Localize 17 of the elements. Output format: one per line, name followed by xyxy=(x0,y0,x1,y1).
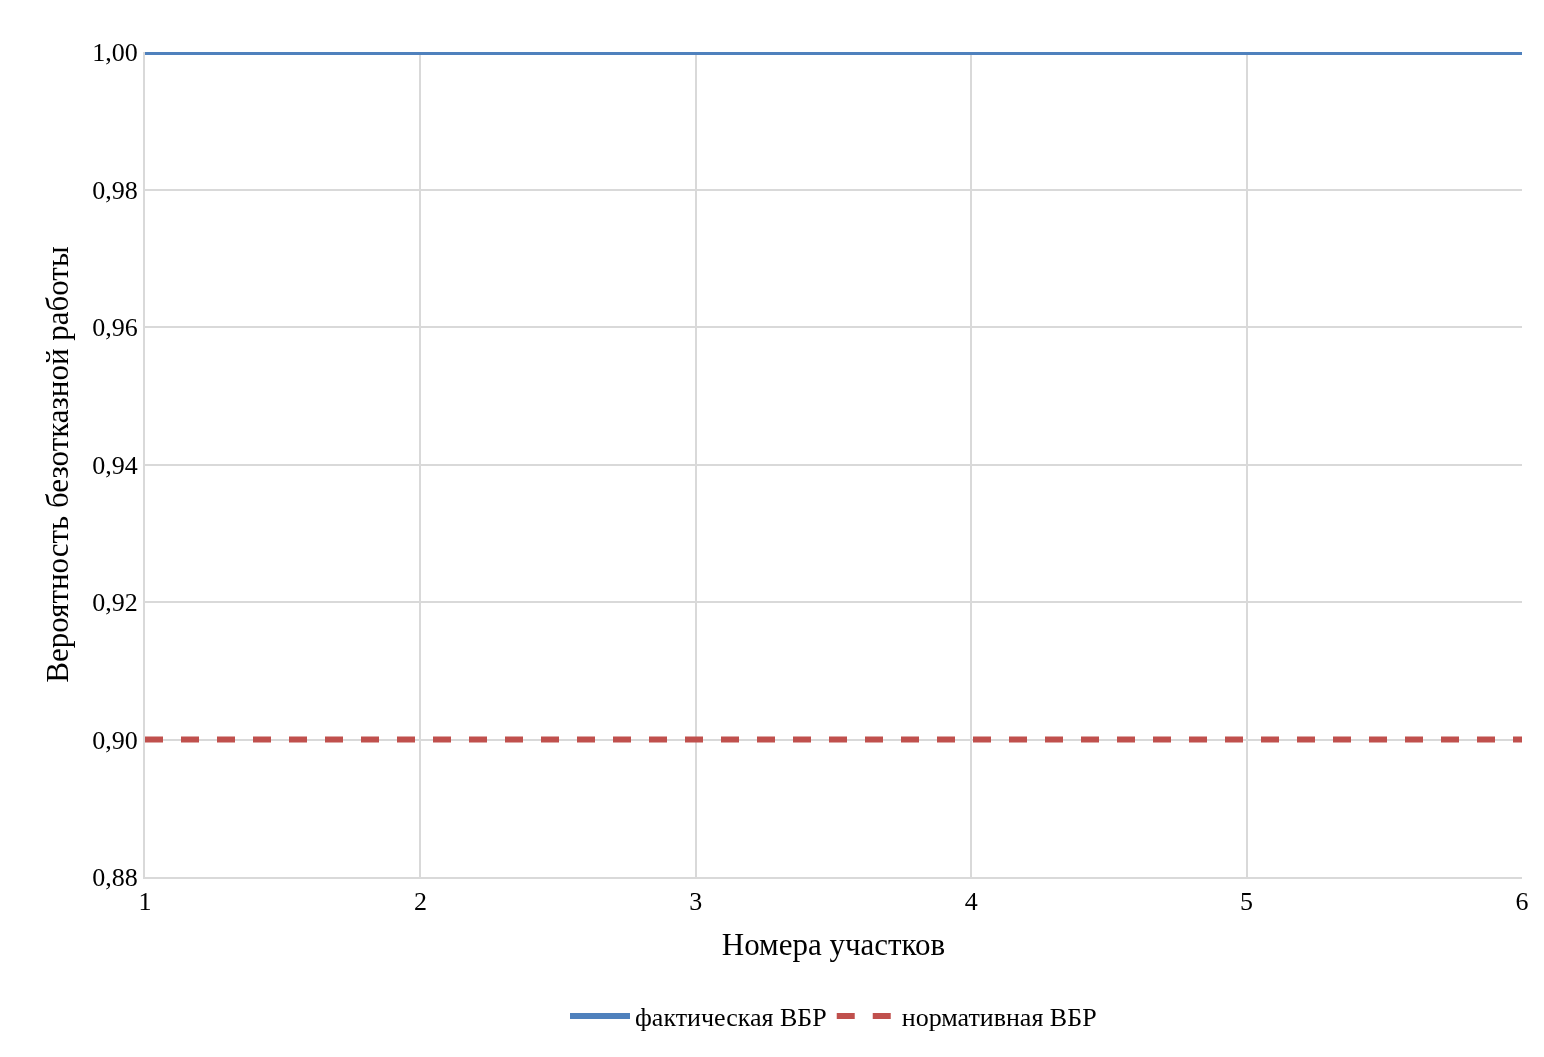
y-tick-label: 0,90 xyxy=(92,725,138,755)
x-tick-label: 2 xyxy=(413,887,427,917)
x-tick-label: 4 xyxy=(964,887,978,917)
y-tick-label: 0,98 xyxy=(92,175,138,205)
x-tick-label: 5 xyxy=(1240,887,1254,917)
x-axis-title: Номера участков xyxy=(721,926,946,962)
y-axis-title: Вероятность безотказной работы xyxy=(40,246,76,683)
x-tick-label: 1 xyxy=(138,887,152,917)
y-tick-label: 1,00 xyxy=(92,38,138,68)
y-tick-label: 0,96 xyxy=(92,313,138,343)
y-tick-label: 0,94 xyxy=(92,450,138,480)
x-tick-label: 3 xyxy=(689,887,703,917)
legend-label: нормативная ВБР xyxy=(901,1003,1097,1033)
y-tick-label: 0,92 xyxy=(92,588,138,618)
y-tick-label: 0,88 xyxy=(92,863,138,893)
x-tick-label: 6 xyxy=(1515,887,1529,917)
legend-label: фактическая ВБР xyxy=(635,1003,827,1033)
